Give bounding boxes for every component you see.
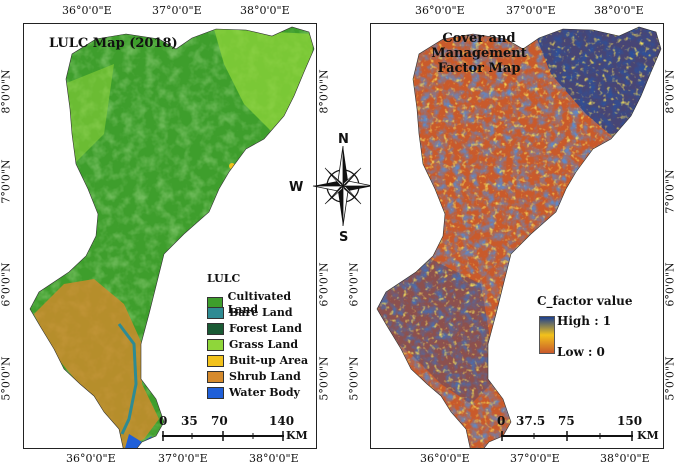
lulc-map-panel: LULC Map (2018) LULC Cultivated Land Bar… (23, 23, 317, 449)
cfactor-legend-title: C_factor value (537, 294, 633, 308)
legend-swatch-forest (207, 322, 224, 335)
compass-west-label: W (289, 180, 304, 195)
lat-tick-mid-3: 5°0'0"N (317, 356, 331, 401)
compass-rose-icon (312, 145, 374, 227)
lon-tick-top-right-1: 36°0'0"E (415, 4, 465, 17)
lat-tick-left-3: 6°0'0"N (0, 262, 13, 307)
lat-tick-mid-1: 8°0'0"N (317, 69, 331, 114)
lon-tick-bottom-right-1: 36°0'0"E (420, 452, 470, 465)
compass-north-label: N (338, 132, 349, 147)
cfactor-map-title: Cover and Management Factor Map (399, 31, 559, 76)
cfactor-scale-label-150: 150 (617, 414, 643, 428)
cfactor-scale-unit: KM (637, 429, 659, 442)
compass-south-label: S (339, 230, 349, 245)
lulc-bare-zone (117, 323, 138, 435)
cfactor-title-line2: Factor Map (437, 61, 521, 76)
cfactor-low-label: Low : 0 (557, 345, 605, 359)
legend-swatch-water (207, 386, 224, 399)
lon-tick-top-left-3: 38°0'0"E (240, 4, 290, 17)
lon-tick-top-right-2: 37°0'0"E (506, 4, 556, 17)
lulc-scale-label-0: 0 (159, 414, 168, 428)
lulc-legend-title: LULC (207, 272, 241, 285)
legend-label-water: Water Body (229, 386, 300, 399)
lulc-scale-label-70: 70 (211, 414, 228, 428)
cfactor-scale-bar (501, 431, 633, 441)
cfactor-map-canvas (376, 26, 662, 448)
lon-tick-bottom-right-2: 37°0'0"E (510, 452, 560, 465)
legend-label-grass: Grass Land (229, 338, 299, 351)
lon-tick-top-left-1: 36°0'0"E (62, 4, 112, 17)
lat-tick-mid-5: 5°0'0"N (347, 356, 361, 401)
lulc-shrub-zone (34, 279, 159, 448)
cfactor-scale-label-37: 37.5 (516, 414, 546, 428)
lat-tick-right-1: 8°0'0"N (663, 69, 677, 114)
legend-label-bare: Bare Land (229, 306, 293, 319)
cfactor-color-ramp (539, 316, 555, 354)
legend-swatch-builtup (207, 354, 224, 367)
lulc-scale-unit: KM (286, 429, 308, 442)
lon-tick-bottom-left-2: 37°0'0"E (158, 452, 208, 465)
lat-tick-right-3: 6°0'0"N (663, 262, 677, 307)
lulc-map-title: LULC Map (2018) (49, 36, 178, 51)
cfactor-scale-label-75: 75 (558, 414, 575, 428)
legend-item-shrub: Shrub Land (207, 370, 301, 383)
lulc-grass-zone-west (64, 64, 114, 164)
legend-item-builtup: Buit-up Area (207, 354, 308, 367)
lat-tick-mid-4: 6°0'0"N (347, 262, 361, 307)
lulc-map-canvas (29, 26, 315, 448)
legend-label-shrub: Shrub Land (229, 370, 301, 383)
legend-item-water: Water Body (207, 386, 300, 399)
lat-tick-mid-2: 6°0'0"N (317, 262, 331, 307)
legend-item-bare: Bare Land (207, 306, 293, 319)
lat-tick-right-2: 7°0'0"N (663, 169, 677, 214)
lon-tick-top-right-3: 38°0'0"E (594, 4, 644, 17)
cfactor-map-panel: Cover and Management Factor Map C_factor… (370, 23, 664, 449)
legend-item-forest: Forest Land (207, 322, 302, 335)
lat-tick-left-4: 5°0'0"N (0, 356, 13, 401)
lon-tick-top-left-2: 37°0'0"E (152, 4, 202, 17)
legend-label-cultivated: Cultivated Land (227, 290, 292, 316)
lat-tick-left-2: 7°0'0"N (0, 159, 13, 204)
cfactor-mid-texture (377, 27, 661, 448)
lulc-boundary (29, 26, 315, 448)
lat-tick-right-4: 5°0'0"N (663, 356, 677, 401)
lon-tick-bottom-left-3: 38°0'0"E (249, 452, 299, 465)
lon-tick-bottom-left-1: 36°0'0"E (66, 452, 116, 465)
lon-tick-bottom-right-3: 38°0'0"E (600, 452, 650, 465)
lat-tick-left-1: 8°0'0"N (0, 69, 13, 114)
lulc-scale-bar (162, 431, 284, 441)
legend-label-builtup: Buit-up Area (229, 354, 309, 367)
legend-swatch-shrub (207, 370, 224, 383)
legend-swatch-bare (207, 306, 224, 319)
cfactor-high-label: High : 1 (557, 314, 612, 328)
legend-item-grass: Grass Land (207, 338, 298, 351)
cfactor-scale-label-0: 0 (497, 414, 506, 428)
legend-label-forest: Forest Land (229, 322, 302, 335)
cfactor-title-line1: Cover and Management (431, 31, 527, 61)
cfactor-boundary (376, 26, 662, 448)
lulc-scale-label-35: 35 (181, 414, 198, 428)
lulc-scale-label-140: 140 (269, 414, 295, 428)
legend-swatch-grass (207, 338, 224, 351)
